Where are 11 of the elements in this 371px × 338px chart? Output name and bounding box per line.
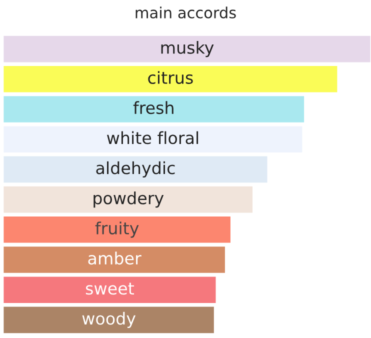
y-tick-label: fruity — [95, 222, 139, 238]
y-tick-label: sweet — [86, 282, 134, 295]
y-tick-label: amber — [88, 252, 142, 265]
chart-title: main accords — [136, 6, 236, 18]
y-tick-label: citrus — [148, 71, 193, 84]
y-tick-label: musky — [161, 40, 214, 58]
y-tick-label: woody — [82, 312, 136, 328]
y-tick-label: fresh — [133, 101, 174, 114]
y-tick-label: powdery — [94, 191, 164, 208]
y-tick-label: aldehydic — [96, 161, 175, 178]
y-tick-label: white floral — [107, 131, 198, 144]
